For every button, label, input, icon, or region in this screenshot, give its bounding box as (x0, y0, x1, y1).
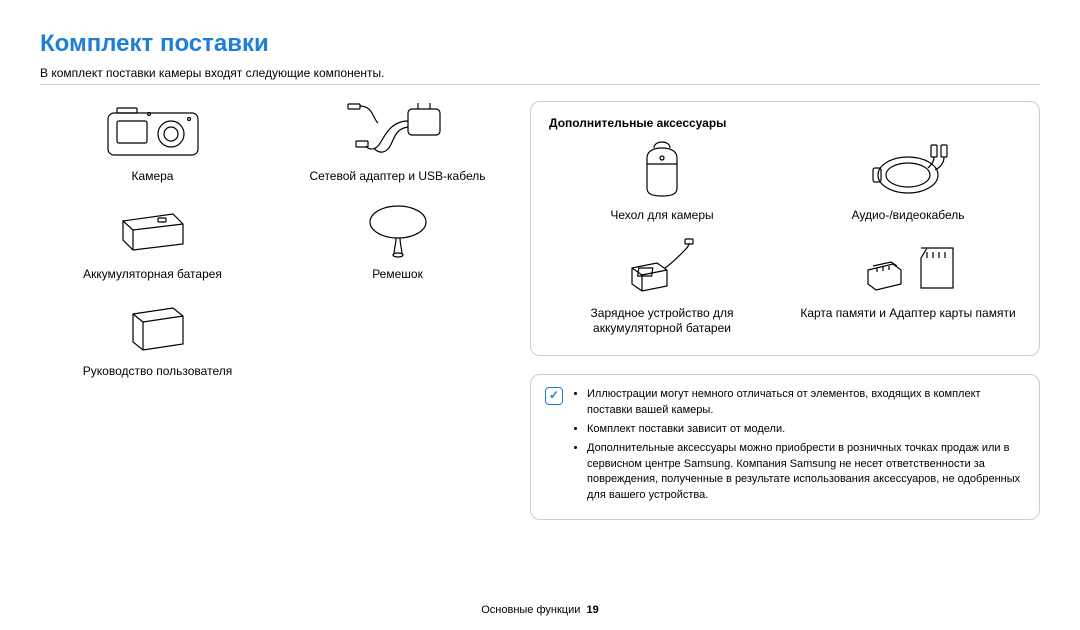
page-content: Комплект поставки В комплект поставки ка… (0, 0, 1080, 540)
accessories-box: Дополнительные аксессуары Чехол для каме… (530, 101, 1040, 356)
camera-icon (103, 101, 203, 163)
item-battery: Аккумуляторная батарея (40, 199, 265, 283)
strap-icon (358, 199, 438, 261)
note-box: ✓ Иллюстрации могут немного отличаться о… (530, 374, 1040, 521)
item-memory: Карта памяти и Адаптер карты памяти (795, 238, 1021, 337)
manual-label: Руководство пользователя (83, 364, 232, 380)
case-label: Чехол для камеры (610, 208, 713, 224)
av-cable-icon (863, 140, 953, 202)
battery-label: Аккумуляторная батарея (83, 267, 222, 283)
charger-icon (617, 238, 707, 300)
camera-label: Камера (132, 169, 174, 185)
page-title: Комплект поставки (40, 30, 1040, 58)
memory-icon (853, 238, 963, 300)
included-items-section: Камера (40, 101, 510, 520)
av-cable-label: Аудио-/видеокабель (851, 208, 964, 224)
note-check-icon: ✓ (545, 387, 563, 405)
item-av-cable: Аудио-/видеокабель (795, 140, 1021, 224)
accessories-title: Дополнительные аксессуары (549, 116, 1021, 130)
battery-icon (113, 199, 193, 261)
item-charger: Зарядное устройство для аккумуляторной б… (549, 238, 775, 337)
subtitle-text: В комплект поставки камеры входят следую… (40, 66, 1040, 80)
memory-label: Карта памяти и Адаптер карты памяти (800, 306, 1015, 322)
adapter-label: Сетевой адаптер и USB-кабель (310, 169, 486, 185)
accessories-grid: Чехол для камеры (549, 140, 1021, 337)
item-case: Чехол для камеры (549, 140, 775, 224)
page-footer: Основные функции 19 (0, 604, 1080, 616)
item-manual: Руководство пользователя (40, 296, 275, 380)
footer-page-number: 19 (587, 604, 599, 616)
item-camera: Камера (40, 101, 265, 185)
note-item: Дополнительные аксессуары можно приобрес… (587, 441, 1025, 505)
item-strap: Ремешок (285, 199, 510, 283)
divider (40, 84, 1040, 85)
footer-label: Основные функции (481, 604, 580, 616)
items-grid: Камера (40, 101, 510, 380)
manual-icon (123, 296, 193, 358)
note-list: Иллюстрации могут немного отличаться от … (573, 387, 1025, 508)
strap-label: Ремешок (372, 267, 423, 283)
charger-label: Зарядное устройство для аккумуляторной б… (549, 306, 775, 337)
right-column: Дополнительные аксессуары Чехол для каме… (530, 101, 1040, 520)
content-columns: Камера (40, 101, 1040, 520)
note-item: Иллюстрации могут немного отличаться от … (587, 387, 1025, 419)
case-icon (632, 140, 692, 202)
item-adapter: Сетевой адаптер и USB-кабель (285, 101, 510, 185)
adapter-icon (338, 101, 458, 163)
note-item: Комплект поставки зависит от модели. (587, 422, 1025, 438)
